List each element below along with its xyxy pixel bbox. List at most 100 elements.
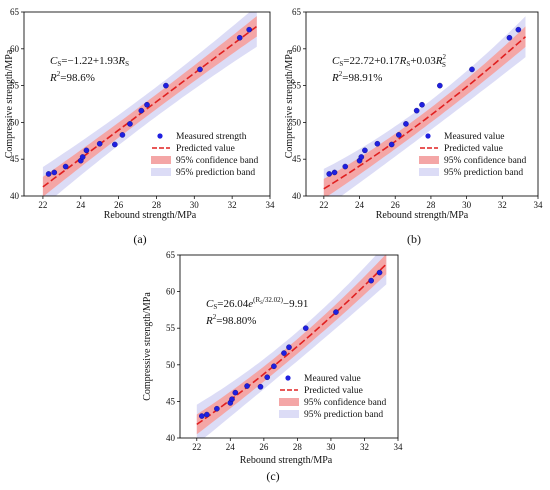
plot-frame (23, 11, 271, 197)
data-point (395, 132, 402, 138)
x-tick-label: 32 (498, 200, 507, 210)
data-point (198, 413, 205, 419)
legend-label-prediction: 95% prediction band (444, 168, 523, 178)
panel-label: (c) (266, 469, 279, 483)
r-squared: R2=98.6% (49, 70, 95, 84)
eq-lhs: C (50, 55, 58, 67)
confidence-band (196, 255, 387, 435)
x-tick-label: 34 (534, 200, 544, 210)
eq-var-sub: S (406, 60, 410, 68)
data-point (119, 132, 126, 138)
data-point (214, 405, 220, 412)
fit-equation: CS=26.04e(RS/32.02)−9.91 (206, 296, 308, 311)
data-point (62, 163, 69, 170)
eq-lhs: C (206, 298, 214, 310)
data-point (403, 121, 409, 127)
r2-value: =98.6% (60, 72, 95, 84)
eq-rhs2: +0.03 (410, 55, 436, 67)
data-point (246, 26, 252, 33)
data-point (264, 374, 271, 381)
data-point (257, 383, 264, 390)
legend-confidence-swatch (151, 156, 171, 164)
predicted-line (196, 263, 387, 426)
y-tick-label: 55 (292, 81, 302, 91)
plot-area (323, 16, 527, 196)
eq-lhs-sub: S (339, 60, 343, 68)
data-point (358, 154, 365, 160)
legend-confidence-swatch (419, 156, 439, 164)
r2-value: =98.80% (216, 315, 256, 327)
data-point (342, 163, 349, 170)
data-point (515, 26, 522, 33)
x-tick-label: 24 (226, 442, 236, 452)
y-tick-label: 50 (292, 117, 302, 127)
data-point (83, 147, 90, 154)
eq-lhs-sub: S (57, 60, 61, 68)
data-point (326, 171, 333, 177)
data-point (138, 107, 145, 114)
data-point (302, 325, 309, 332)
x-tick-label: 34 (266, 200, 276, 210)
legend-label-measured: Meaured value (304, 374, 361, 384)
legend-point-symbol (157, 133, 163, 139)
eq-lhs: C (332, 55, 340, 67)
data-point (419, 101, 425, 108)
data-point (127, 121, 133, 127)
legend-label-prediction: 95% prediction band (176, 168, 255, 178)
eq-exp-sub: S (260, 301, 263, 306)
r2-var: R (205, 315, 213, 327)
data-point (112, 141, 118, 148)
y-tick-label: 65 (10, 7, 20, 17)
eq-exp-tail: /32.02) (263, 296, 284, 304)
x-tick-label: 34 (394, 442, 404, 452)
x-tick-label: 22 (319, 200, 328, 210)
eq-var: R (399, 55, 407, 67)
x-axis-title: Rebound strength/MPa (376, 210, 469, 221)
y-axis-title: Compressive strength/MPa (284, 49, 295, 158)
y-tick-label: 65 (292, 7, 302, 17)
data-point (144, 101, 150, 108)
fit-equation: CS=22.72+0.17RS+0.03R2 S (332, 53, 447, 69)
legend-label-prediction: 95% prediction band (304, 410, 383, 420)
x-tick-label: 30 (190, 200, 200, 210)
y-tick-label: 65 (166, 250, 176, 260)
eq-exp: (R (253, 296, 260, 304)
legend-label-predicted: Predicted value (176, 144, 235, 154)
legend-label-measured: Measured value (444, 132, 504, 142)
x-tick-label: 24 (76, 200, 86, 210)
x-tick-label: 22 (38, 200, 47, 210)
legend-label-measured: Measured strength (176, 132, 247, 142)
eq-var2-sup: 2 (443, 53, 447, 61)
data-point (376, 269, 383, 276)
eq-rhs2: −9.91 (283, 298, 308, 310)
fit-equation: CS=−1.22+1.93RS (50, 55, 129, 68)
y-tick-label: 40 (166, 433, 176, 443)
legend-prediction-swatch (419, 168, 439, 176)
data-point (362, 147, 368, 154)
x-tick-label: 28 (426, 200, 436, 210)
eq-exp-base: e (248, 298, 253, 310)
r-squared: R2=98.80% (205, 313, 256, 327)
eq-lhs-sub: S (213, 303, 217, 311)
confidence-band (323, 26, 526, 196)
eq-rhs: =22.72+0.17 (343, 55, 400, 67)
r2-var: R (331, 72, 339, 84)
eq-var-sub: S (125, 60, 129, 68)
data-point (286, 344, 292, 351)
plot-area (42, 12, 258, 196)
r-squared: R2=98.91% (331, 70, 382, 84)
legend-label-predicted: Predicted value (444, 144, 503, 154)
r2-var: R (49, 72, 57, 84)
legend-point-symbol (425, 133, 431, 139)
data-point (374, 140, 381, 147)
data-point (197, 66, 203, 73)
x-tick-label: 28 (293, 442, 303, 452)
data-point (271, 363, 277, 370)
legend-label-confidence: 95% confidence band (176, 155, 259, 166)
y-tick-label: 60 (166, 287, 176, 297)
x-tick-label: 32 (360, 442, 369, 452)
data-point (79, 154, 86, 160)
x-tick-label: 22 (192, 442, 201, 452)
